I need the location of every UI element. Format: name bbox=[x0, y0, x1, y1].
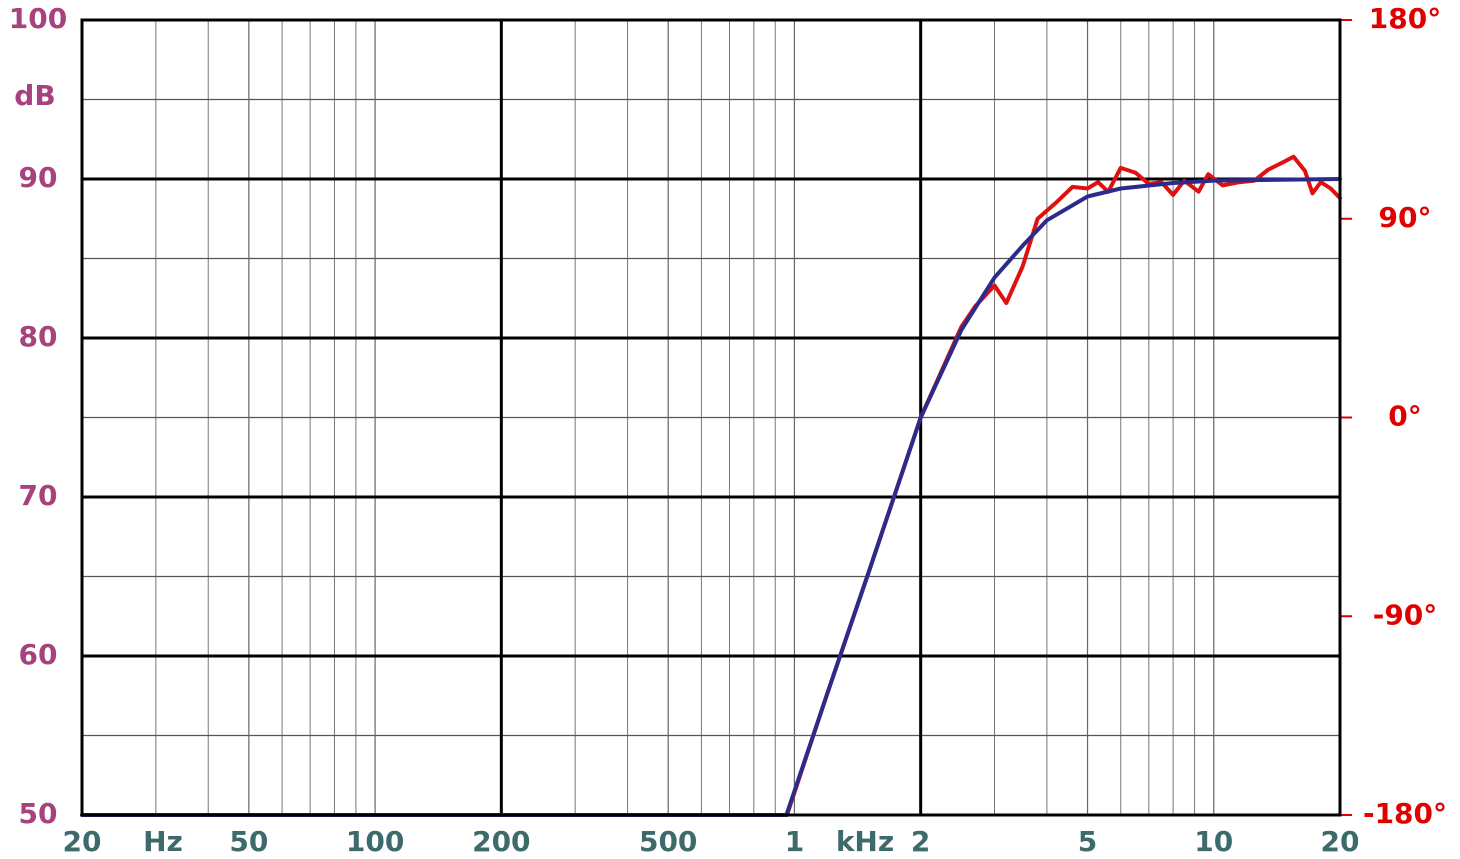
y-unit: dB bbox=[14, 79, 55, 112]
y-tick-label: 80 bbox=[19, 320, 58, 353]
x-tick-label: 5 bbox=[1078, 825, 1097, 858]
y2-tick-label: 0° bbox=[1388, 400, 1421, 433]
y-tick-label: 50 bbox=[19, 797, 58, 830]
x-tick-label: 50 bbox=[229, 825, 268, 858]
plot-frame bbox=[80, 18, 1342, 817]
x-unit: kHz bbox=[836, 825, 894, 858]
y-tick-label: 60 bbox=[19, 638, 58, 671]
x-tick-label: 10 bbox=[1194, 825, 1233, 858]
x-unit: Hz bbox=[143, 825, 183, 858]
x-tick-label: 500 bbox=[639, 825, 697, 858]
y2-tick-label: 90° bbox=[1379, 201, 1432, 234]
y2-tick-label: 180° bbox=[1369, 2, 1441, 35]
data-line bbox=[80, 177, 1342, 817]
x-tick-label: 1 bbox=[785, 825, 804, 858]
data-line bbox=[785, 154, 1342, 817]
x-tick-label: 20 bbox=[1321, 825, 1360, 858]
x-tick-label: 20 bbox=[63, 825, 102, 858]
y2-tick-label: -180° bbox=[1363, 797, 1447, 830]
x-tick-label: 100 bbox=[346, 825, 404, 858]
x-tick-label: 200 bbox=[472, 825, 530, 858]
y-tick-label: 100 bbox=[9, 2, 67, 35]
y-tick-label: 70 bbox=[19, 479, 58, 512]
y2-tick-label: -90° bbox=[1373, 598, 1438, 631]
x-tick-label: 2 bbox=[911, 825, 930, 858]
y-tick-label: 90 bbox=[19, 161, 58, 194]
